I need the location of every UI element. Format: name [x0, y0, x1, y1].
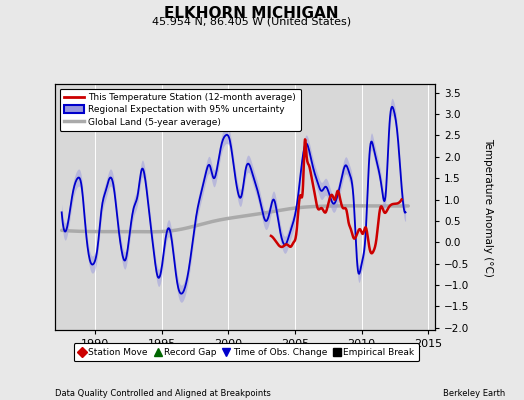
Y-axis label: Temperature Anomaly (°C): Temperature Anomaly (°C)	[483, 138, 493, 276]
Text: Data Quality Controlled and Aligned at Breakpoints: Data Quality Controlled and Aligned at B…	[55, 389, 271, 398]
Text: Berkeley Earth: Berkeley Earth	[443, 389, 506, 398]
Legend: Station Move, Record Gap, Time of Obs. Change, Empirical Break: Station Move, Record Gap, Time of Obs. C…	[74, 344, 419, 362]
Legend: This Temperature Station (12-month average), Regional Expectation with 95% uncer: This Temperature Station (12-month avera…	[60, 88, 301, 131]
Text: ELKHORN MICHIGAN: ELKHORN MICHIGAN	[164, 6, 339, 21]
Text: 45.954 N, 86.405 W (United States): 45.954 N, 86.405 W (United States)	[152, 17, 351, 27]
